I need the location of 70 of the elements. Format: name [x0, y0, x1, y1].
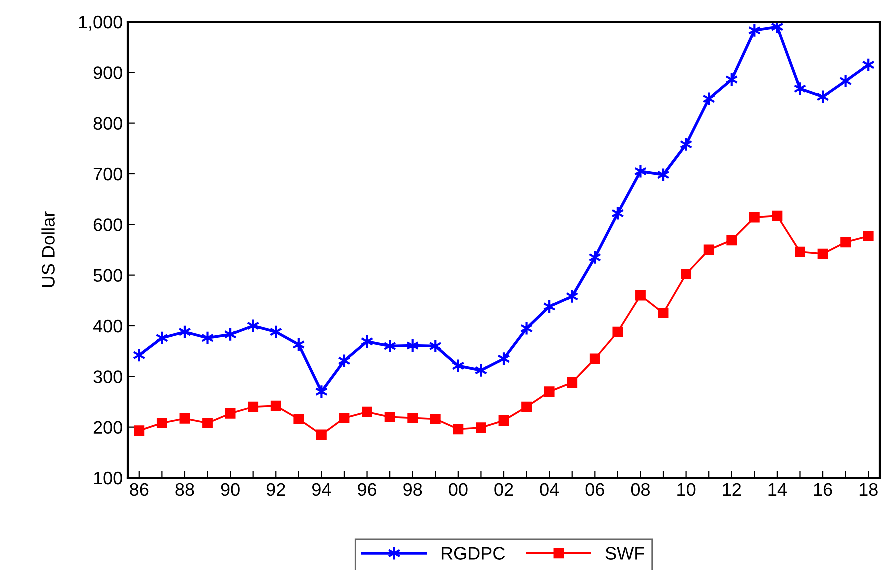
point — [612, 326, 624, 338]
point — [339, 413, 350, 424]
point — [590, 354, 600, 364]
point — [794, 82, 807, 96]
point — [770, 22, 784, 34]
x-tick-label: 02 — [494, 483, 514, 496]
x-tick-label: 00 — [449, 483, 468, 496]
point — [818, 248, 828, 260]
point — [316, 430, 327, 440]
point — [522, 402, 532, 412]
point — [384, 412, 396, 422]
point — [180, 414, 190, 424]
x-tick-label: 08 — [631, 483, 650, 496]
x-tick-label: 18 — [860, 483, 878, 496]
point — [520, 321, 534, 336]
y-tick-label: 400 — [93, 320, 122, 333]
x-tick-label: 16 — [814, 483, 832, 496]
x-tick-label: 12 — [723, 483, 742, 496]
x-tick-label: 04 — [540, 483, 560, 496]
point — [430, 414, 441, 424]
point — [795, 246, 806, 258]
y-tick-label: 800 — [94, 117, 122, 130]
x-tick-label: 96 — [358, 483, 377, 496]
point — [294, 414, 304, 424]
x-tick-label: 14 — [768, 484, 787, 496]
x-tick-label: 86 — [130, 483, 149, 496]
legend-label: SWF — [606, 547, 644, 560]
y-tick-label: 200 — [94, 421, 122, 434]
point — [772, 210, 783, 222]
y-tick-label: 600 — [94, 218, 122, 232]
point — [474, 363, 488, 378]
point — [201, 330, 214, 346]
y-tick-label: 300 — [94, 370, 122, 384]
legend-label: RGDPC — [442, 547, 506, 560]
point — [270, 400, 282, 412]
point — [248, 402, 259, 412]
y-tick-label: 500 — [94, 269, 122, 282]
y-tick-label: 700 — [94, 168, 122, 181]
point — [636, 290, 646, 301]
point — [202, 418, 213, 428]
point — [634, 164, 648, 179]
point — [863, 231, 874, 242]
point — [360, 334, 374, 349]
point — [749, 212, 760, 223]
point — [156, 418, 168, 428]
x-tick-label: 06 — [586, 483, 604, 496]
y-tick-label: 900 — [94, 66, 122, 80]
point — [498, 416, 510, 426]
x-tick-label: 94 — [312, 483, 332, 496]
x-tick-label: 90 — [221, 483, 240, 496]
point — [840, 237, 852, 248]
point — [453, 424, 464, 435]
x-tick-label: 92 — [266, 483, 286, 496]
point — [704, 244, 714, 256]
point — [726, 235, 738, 246]
y-tick-label: 100 — [94, 472, 122, 485]
point — [408, 413, 418, 424]
point — [658, 308, 669, 319]
x-tick-label: 98 — [404, 483, 422, 496]
point — [362, 406, 372, 418]
point — [544, 386, 555, 398]
y-tick-label: 1,000 — [79, 16, 122, 31]
point — [681, 269, 692, 280]
x-tick-label: 10 — [678, 483, 696, 496]
point — [476, 422, 486, 434]
x-tick-label: 88 — [176, 483, 194, 496]
point — [225, 408, 236, 419]
point — [567, 378, 578, 388]
y-axis-title: US Dollar — [42, 212, 55, 288]
point — [134, 426, 145, 436]
